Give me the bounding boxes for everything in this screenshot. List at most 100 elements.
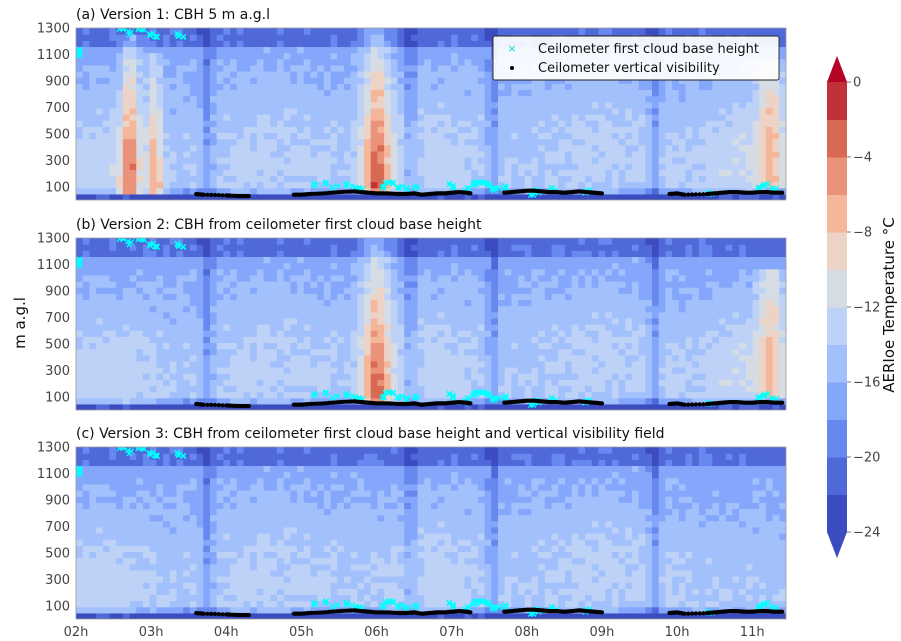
heatmap-cell [518,132,526,140]
heatmap-cell [82,120,90,127]
heatmap-cell [256,101,265,109]
heatmap-cell [719,95,727,103]
panel-a-title: (a) Version 1: CBH 5 m a.g.l [76,7,270,23]
heatmap-cell [725,144,734,152]
heatmap-cell [243,281,251,288]
heatmap-cell [297,193,305,200]
heatmap-cell [196,28,204,35]
cloud-base-point [449,183,456,190]
heatmap-cell [739,132,747,140]
heatmap-cell [457,138,466,146]
heatmap-cell [169,187,178,195]
heatmap-cell [270,40,278,48]
heatmap-cell [89,28,97,35]
heatmap-cell [156,95,164,103]
heatmap-cell [136,317,144,325]
heatmap-cell [290,52,298,60]
heatmap-cell [203,256,211,264]
heatmap-cell [585,138,593,146]
heatmap-cell [89,293,97,301]
heatmap-cell [196,403,204,410]
heatmap-cell [209,132,218,140]
heatmap-cell [497,150,506,158]
heatmap-cell [142,354,151,362]
heatmap-cell [457,157,466,164]
heatmap-cell [598,132,606,140]
heatmap-cell [578,89,586,97]
heatmap-cell [82,391,90,399]
heatmap-cell [317,144,325,152]
heatmap-cell [236,58,245,66]
heatmap-cell [350,317,358,325]
heatmap-cell [417,150,425,158]
heatmap-cell [404,175,412,183]
heatmap-cell [203,293,211,301]
heatmap-cell [410,71,419,78]
heatmap-cell [384,77,392,84]
heatmap-cell [156,354,164,362]
heatmap-cell [437,299,445,307]
heatmap-cell [176,71,184,78]
heatmap-cell [236,317,245,325]
heatmap-cell [323,385,332,393]
heatmap-cell [364,336,372,344]
heatmap-cell [484,71,492,78]
heatmap-cell [370,367,379,374]
heatmap-cell [142,64,151,72]
heatmap-cell [183,187,191,195]
heatmap-cell [337,40,345,48]
heatmap-cell [129,163,137,170]
heatmap-cell [290,193,298,200]
heatmap-cell [343,244,352,251]
heatmap-cell [739,107,747,115]
heatmap-cell [698,157,707,164]
heatmap-cell [431,360,439,368]
heatmap-cell [203,379,211,387]
heatmap-cell [223,287,231,294]
heatmap-cell [82,150,90,158]
heatmap-cell [169,256,178,264]
heatmap-cell [437,101,445,109]
heatmap-cell [357,126,365,134]
heatmap-cell [497,144,506,152]
heatmap-cell [310,287,318,294]
heatmap-cell [297,163,305,170]
heatmap-cell [189,311,198,319]
heatmap-cell [102,250,111,258]
heatmap-cell [551,132,559,140]
heatmap-cell [109,193,117,200]
heatmap-cell [437,114,445,121]
heatmap-cell [410,379,419,387]
heatmap-cell [431,324,439,331]
heatmap-cell [116,256,124,264]
heatmap-cell [76,150,84,158]
heatmap-cell [230,28,238,35]
heatmap-cell [431,58,439,66]
heatmap-cell [424,95,432,103]
heatmap-cell [216,52,224,60]
heatmap-cell [404,34,412,41]
heatmap-cell [323,238,332,245]
heatmap-cell [82,40,90,48]
heatmap-cell [444,348,452,356]
heatmap-cell [464,163,472,170]
heatmap-cell [611,95,620,103]
heatmap-cell [116,157,124,164]
heatmap-cell [109,342,117,350]
heatmap-cell [149,238,157,245]
heatmap-cell [303,58,312,66]
heatmap-cell [176,193,184,200]
heatmap-cell [169,144,178,152]
heatmap-cell [243,311,251,319]
heatmap-cell [317,238,325,245]
heatmap-cell [303,95,312,103]
heatmap-cell [82,256,90,264]
heatmap-cell [82,311,90,319]
heatmap-cell [451,126,459,134]
heatmap-cell [417,250,425,258]
heatmap-cell [357,305,365,313]
heatmap-cell [578,114,586,121]
heatmap-cell [524,163,533,170]
heatmap-cell [685,83,693,91]
heatmap-cell [263,311,271,319]
